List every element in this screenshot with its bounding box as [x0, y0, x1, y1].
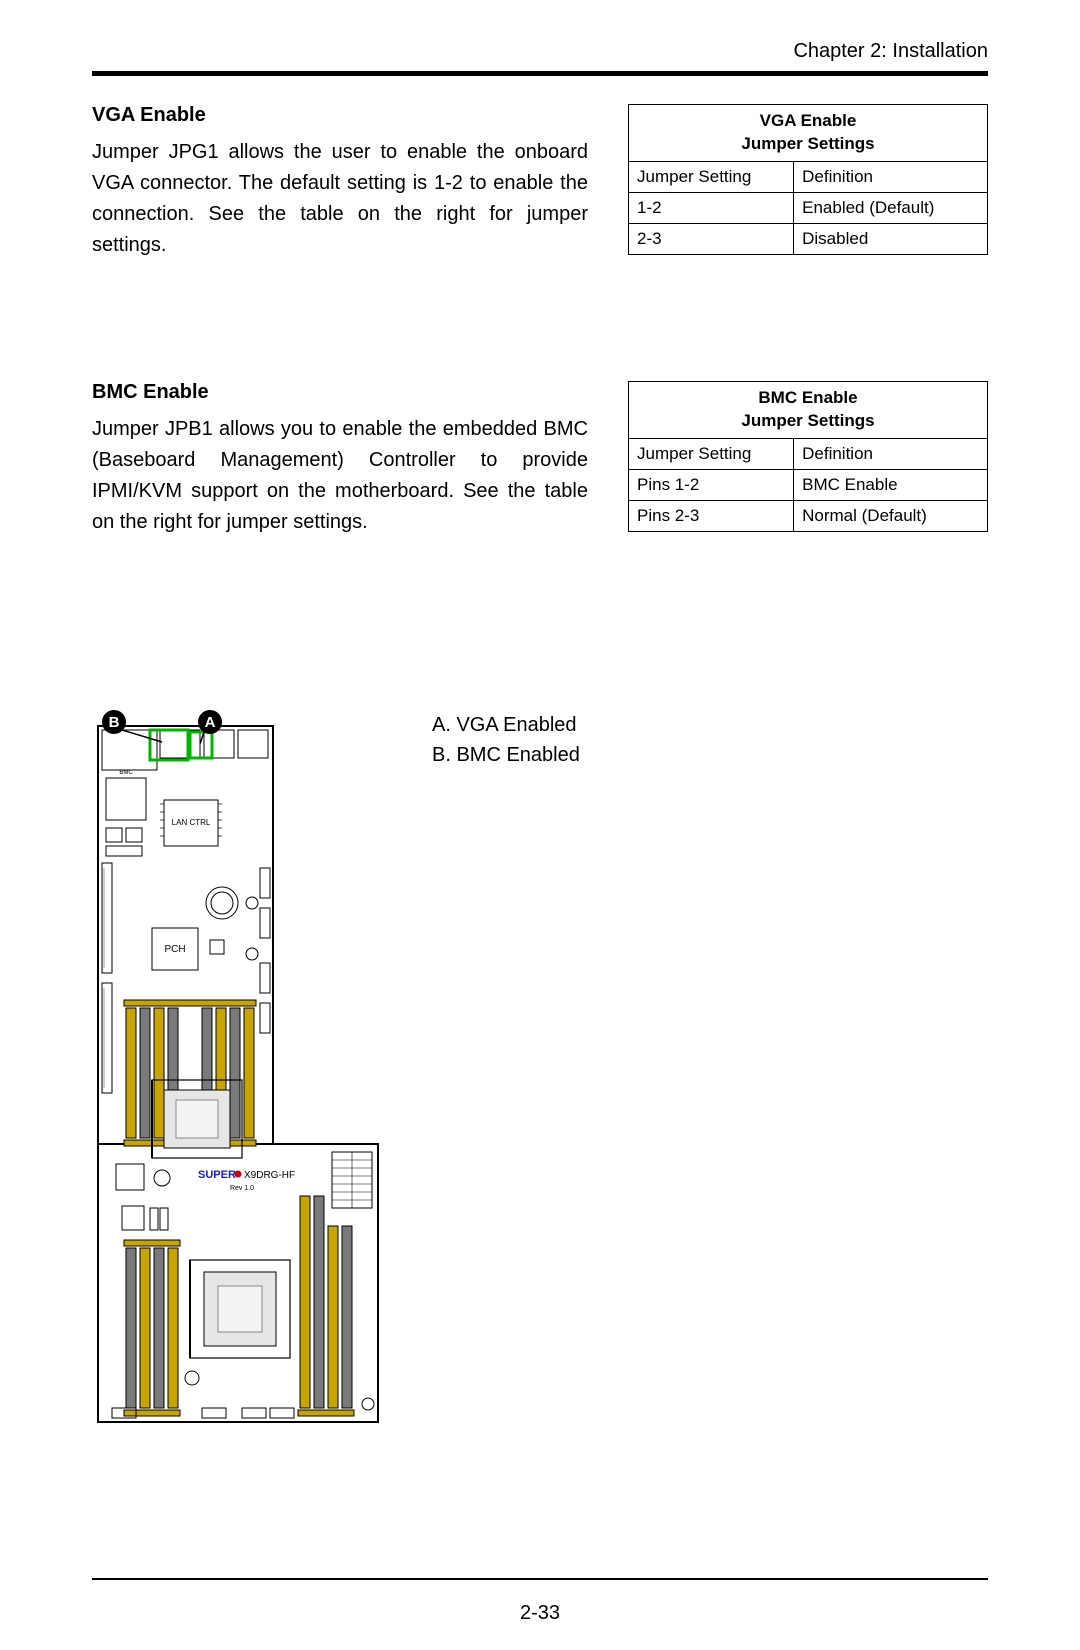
- bmc-head-b: Definition: [794, 438, 988, 469]
- bmc-text-column: BMC Enable Jumper JPB1 allows you to ena…: [92, 381, 588, 538]
- table-row: Pins 1-2 BMC Enable: [629, 469, 988, 500]
- brand-text: SUPER: [198, 1169, 236, 1181]
- legend-b: B. BMC Enabled: [432, 740, 580, 770]
- table-row: 1-2 Enabled (Default): [629, 192, 988, 223]
- page-number: 2-33: [0, 1602, 1080, 1625]
- vga-row1-b: Disabled: [794, 223, 988, 254]
- footer-rule: [92, 1578, 988, 1580]
- header-rule: [92, 71, 988, 76]
- motherboard-svg: B A BMC LAN CTRL: [92, 708, 392, 1428]
- chapter-header: Chapter 2: Installation: [92, 40, 988, 71]
- section-spacer: [92, 598, 988, 708]
- vga-enable-section: VGA Enable Jumper JPG1 allows the user t…: [92, 104, 988, 261]
- vga-table-title1: VGA Enable: [760, 111, 857, 130]
- vga-row0-b: Enabled (Default): [794, 192, 988, 223]
- bmc-jumper-table: BMC Enable Jumper Settings Jumper Settin…: [628, 381, 988, 532]
- vga-head-a: Jumper Setting: [629, 161, 794, 192]
- section-spacer: [92, 321, 988, 381]
- table-row: Jumper Setting Definition: [629, 438, 988, 469]
- vga-row1-a: 2-3: [629, 223, 794, 254]
- vga-title: VGA Enable: [92, 104, 588, 127]
- table-row: VGA Enable Jumper Settings: [629, 105, 988, 162]
- vga-jumper-table: VGA Enable Jumper Settings Jumper Settin…: [628, 104, 988, 255]
- bmc-table-title1: BMC Enable: [758, 388, 857, 407]
- vga-table-column: VGA Enable Jumper Settings Jumper Settin…: [628, 104, 988, 261]
- bmc-enable-section: BMC Enable Jumper JPB1 allows you to ena…: [92, 381, 988, 538]
- table-row: BMC Enable Jumper Settings: [629, 382, 988, 439]
- bmc-row0-b: BMC Enable: [794, 469, 988, 500]
- callout-b-label: B: [109, 714, 120, 731]
- motherboard-diagram: B A BMC LAN CTRL: [92, 708, 392, 1428]
- svg-text:BMC: BMC: [119, 770, 133, 776]
- bmc-row0-a: Pins 1-2: [629, 469, 794, 500]
- vga-row0-a: 1-2: [629, 192, 794, 223]
- bmc-table-column: BMC Enable Jumper Settings Jumper Settin…: [628, 381, 988, 538]
- model-text: X9DRG-HF: [244, 1170, 295, 1181]
- table-row: Jumper Setting Definition: [629, 161, 988, 192]
- vga-body: Jumper JPG1 allows the user to enable th…: [92, 137, 588, 261]
- bmc-table-title2: Jumper Settings: [741, 411, 874, 430]
- bmc-row1-a: Pins 2-3: [629, 500, 794, 531]
- legend: A. VGA Enabled B. BMC Enabled: [432, 708, 580, 770]
- table-row: 2-3 Disabled: [629, 223, 988, 254]
- bmc-title: BMC Enable: [92, 381, 588, 404]
- board-and-legend: B A BMC LAN CTRL: [92, 708, 988, 1428]
- pch-label: PCH: [164, 944, 185, 955]
- callout-a-label: A: [205, 714, 216, 731]
- vga-text-column: VGA Enable Jumper JPG1 allows the user t…: [92, 104, 588, 261]
- bmc-body: Jumper JPB1 allows you to enable the emb…: [92, 414, 588, 538]
- vga-table-title2: Jumper Settings: [741, 134, 874, 153]
- bmc-head-a: Jumper Setting: [629, 438, 794, 469]
- legend-a: A. VGA Enabled: [432, 710, 580, 740]
- vga-head-b: Definition: [794, 161, 988, 192]
- bmc-row1-b: Normal (Default): [794, 500, 988, 531]
- rev-text: Rev 1.0: [230, 1185, 254, 1192]
- table-row: Pins 2-3 Normal (Default): [629, 500, 988, 531]
- lan-ctrl-label: LAN CTRL: [172, 818, 211, 827]
